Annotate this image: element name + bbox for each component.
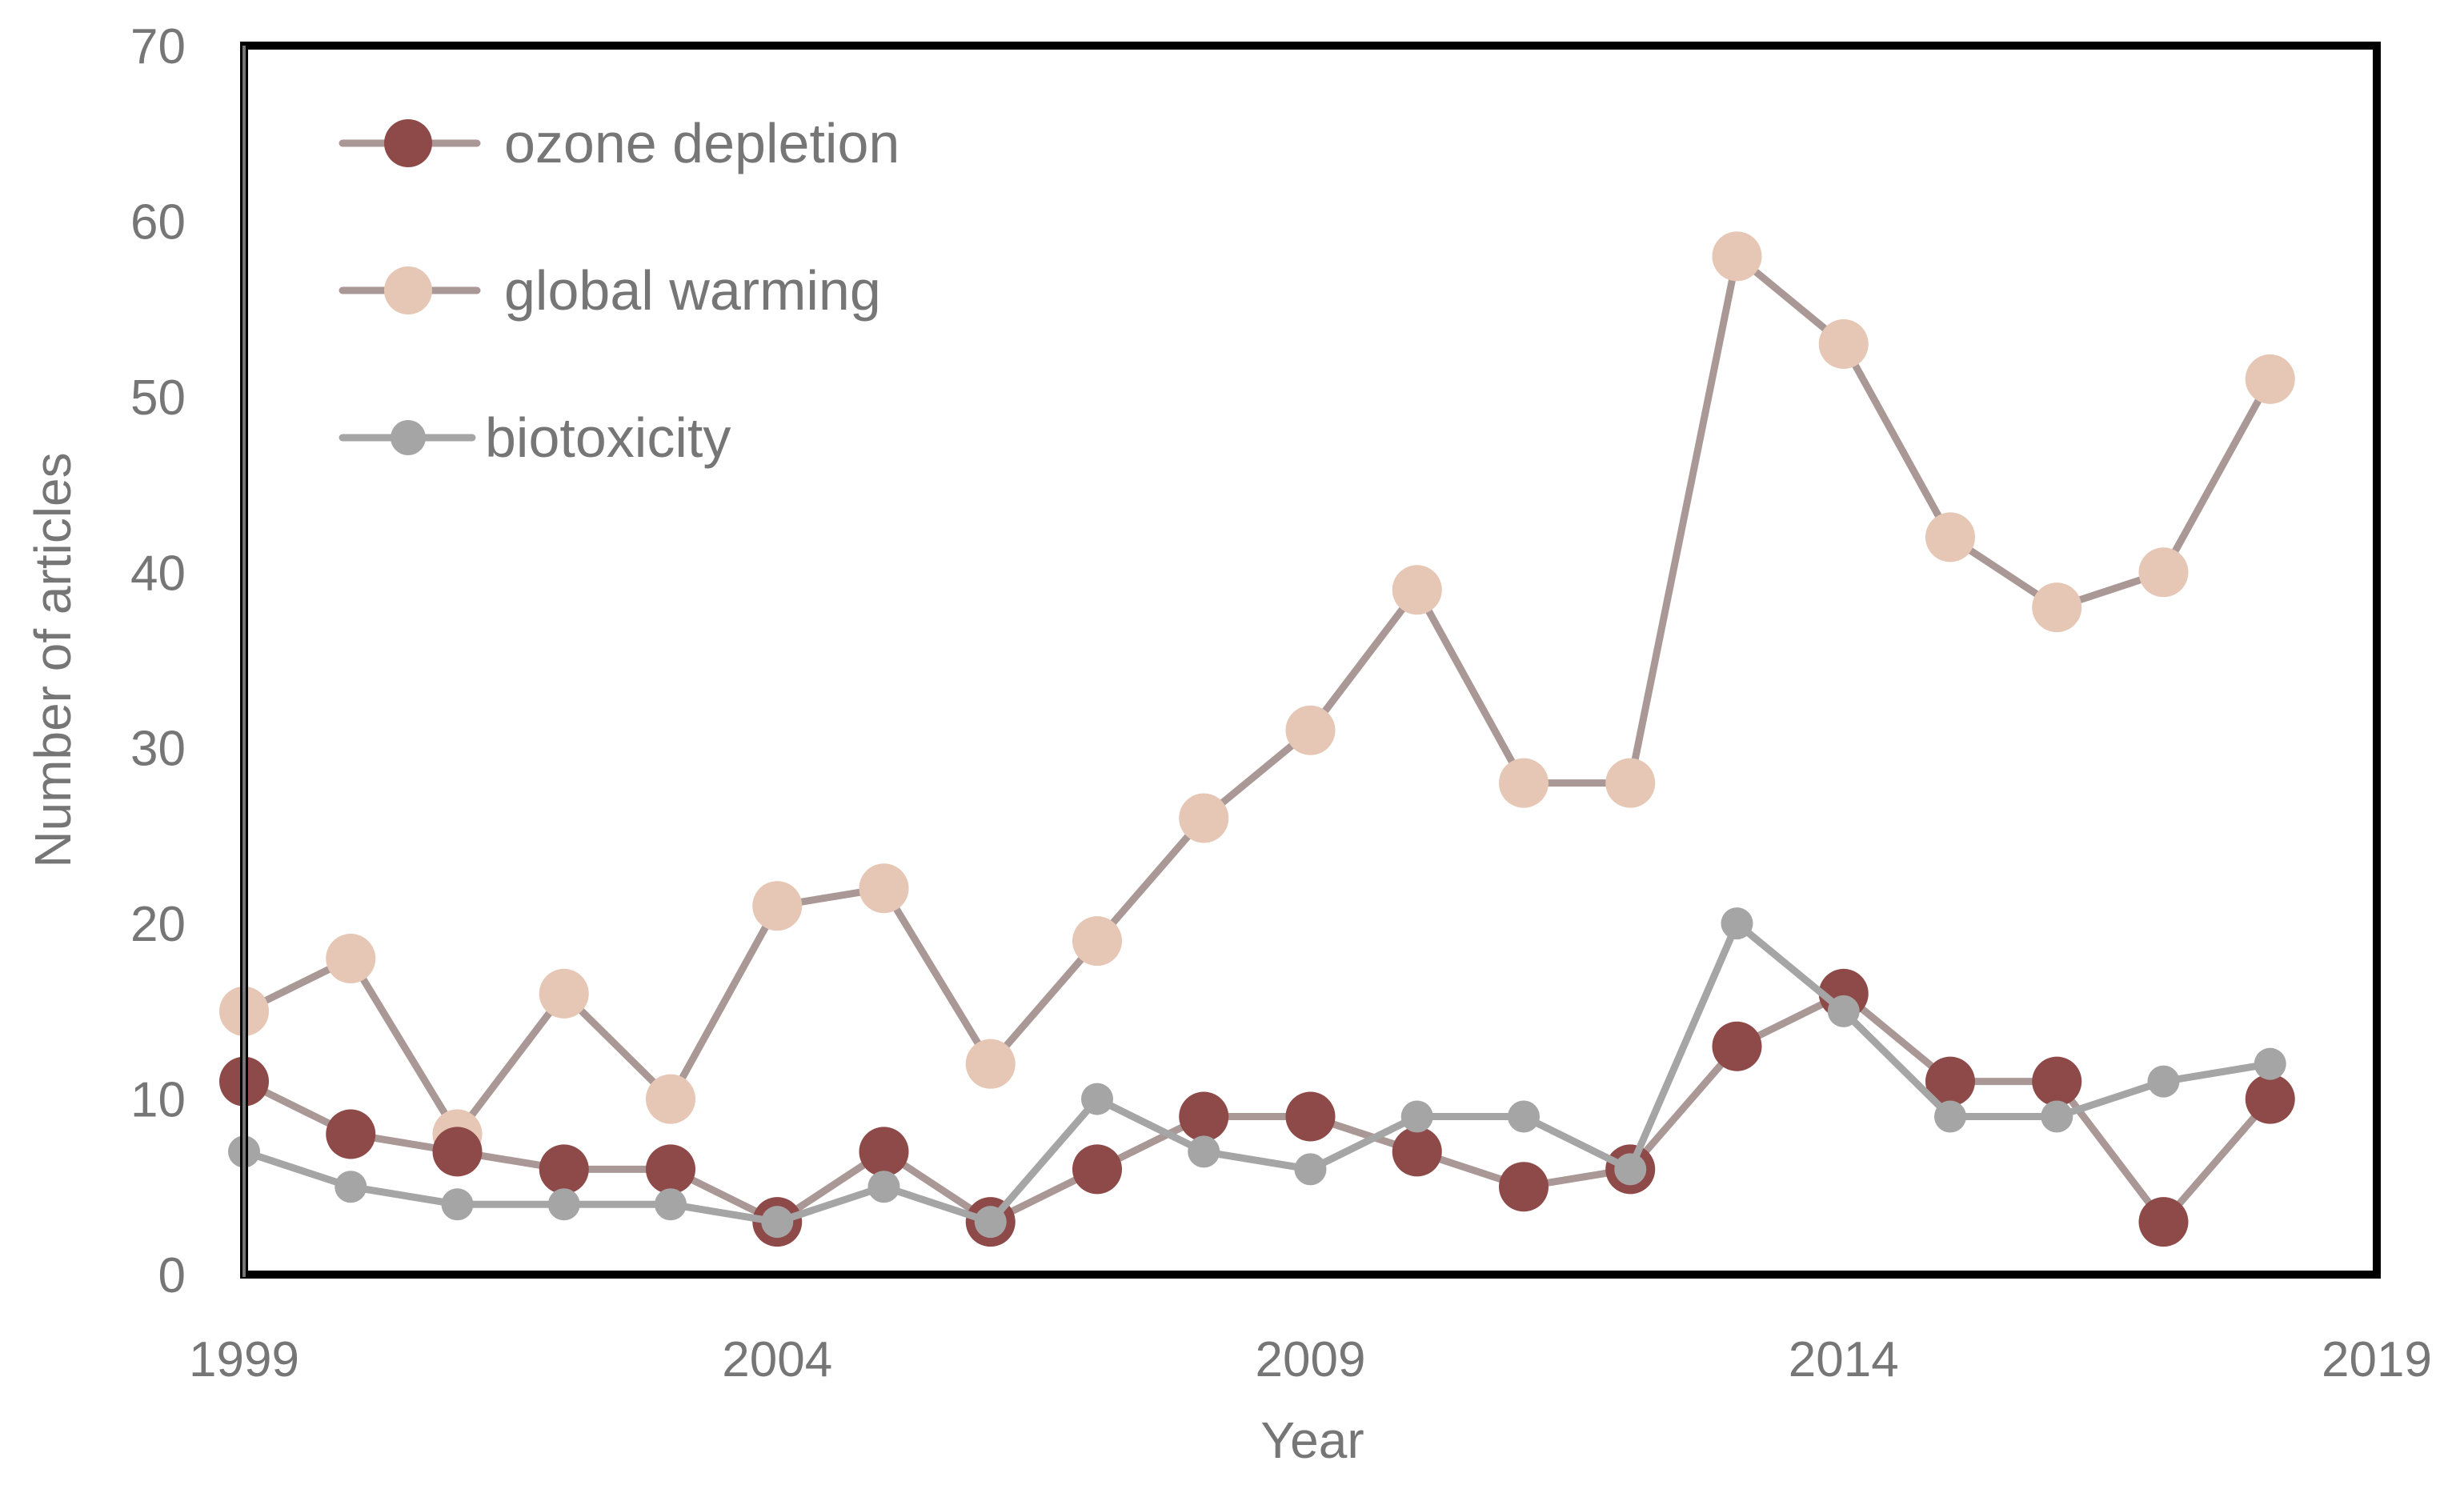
y-tick-label: 50 [130,370,186,426]
x-tick-label: 1999 [189,1332,299,1387]
x-tick-label: 2009 [1256,1332,1366,1387]
y-tick-label: 0 [158,1248,186,1303]
data-point-ozone-depletion [646,1144,695,1195]
data-point-ozone-depletion [1499,1162,1549,1212]
data-point-biotoxicity [761,1206,794,1239]
data-point-ozone-depletion [2138,1197,2189,1247]
data-point-global-warming [1499,758,1549,808]
data-point-biotoxicity [441,1188,474,1221]
data-point-global-warming [2138,547,2189,598]
legend-item-biotoxicity: biotoxicity [339,406,731,469]
y-axis-title: Number of articles [24,452,82,867]
legend-marker [391,420,426,455]
data-point-biotoxicity [1294,1153,1327,1186]
series-line-biotoxicity [242,919,2271,1226]
data-point-biotoxicity [1081,1083,1113,1115]
data-point-global-warming [1179,793,1229,843]
data-point-biotoxicity [974,1206,1007,1239]
legend-marker [384,119,432,167]
data-point-biotoxicity [1188,1135,1220,1168]
data-point-global-warming [539,968,589,1019]
series-layer [219,231,2295,1247]
series-ozone-depletion [219,968,2295,1247]
legend-label: biotoxicity [485,406,731,469]
data-point-biotoxicity [2254,1047,2286,1080]
legend-item-ozone-depletion: ozone depletion [339,112,899,174]
data-point-biotoxicity [655,1188,687,1221]
data-point-ozone-depletion [1925,1056,1975,1107]
data-point-ozone-depletion [2032,1056,2082,1107]
data-point-ozone-depletion [1179,1091,1229,1142]
data-point-biotoxicity [547,1188,580,1221]
x-axis-title: Year [1260,1411,1364,1469]
x-tick-label: 2004 [722,1332,832,1387]
data-point-biotoxicity [1934,1100,1966,1133]
legend-label: ozone depletion [504,112,899,174]
data-point-ozone-depletion [539,1144,589,1195]
data-point-global-warming [1818,319,1869,370]
data-point-biotoxicity [2041,1100,2073,1133]
y-tick-label: 20 [130,897,186,952]
data-point-ozone-depletion [1285,1091,1336,1142]
x-tick-labels: 1999 2004 2009 2014 2019 [189,1332,2432,1387]
data-point-global-warming [1925,512,1975,562]
data-point-global-warming [1605,758,1656,808]
y-tick-label: 60 [130,194,186,250]
data-point-biotoxicity [1400,1100,1433,1133]
data-point-global-warming [2245,354,2295,404]
data-point-global-warming [1392,565,1442,615]
y-tick-labels: 0 10 20 30 40 50 60 70 [130,19,186,1303]
legend: ozone depletion global warming biotoxicity [339,112,899,469]
legend-item-global-warming: global warming [339,259,881,322]
data-point-ozone-depletion [2245,1074,2295,1124]
data-point-ozone-depletion [326,1109,376,1159]
series-global-warming [219,231,2295,1159]
data-point-ozone-depletion [432,1127,483,1177]
data-point-global-warming [1712,231,1762,282]
data-point-global-warming [1072,916,1122,967]
data-point-global-warming [752,881,803,931]
y-tick-label: 10 [130,1073,186,1128]
data-point-global-warming [965,1039,1016,1089]
data-point-global-warming [326,934,376,984]
legend-label: global warming [504,259,881,322]
data-point-biotoxicity [1614,1153,1647,1186]
x-tick-label: 2019 [2322,1332,2432,1387]
data-point-biotoxicity [335,1171,367,1203]
data-point-ozone-depletion [1072,1144,1122,1195]
data-point-global-warming [2032,582,2082,633]
y-tick-label: 40 [130,546,186,601]
data-point-global-warming [646,1074,695,1124]
x-tick-label: 2014 [1789,1332,1899,1387]
data-point-biotoxicity [1827,995,1860,1027]
legend-marker [384,266,432,314]
data-point-global-warming [1285,705,1336,755]
y-tick-label: 70 [130,19,186,74]
data-point-ozone-depletion [1392,1127,1442,1177]
y-tick-label: 30 [130,722,186,777]
data-point-biotoxicity [867,1171,900,1203]
data-point-ozone-depletion [859,1127,909,1177]
data-point-biotoxicity [2147,1065,2180,1098]
data-point-ozone-depletion [1712,1021,1762,1071]
data-point-global-warming [859,863,909,914]
series-line-global-warming [242,252,2274,1138]
data-point-biotoxicity [1721,907,1753,940]
series-biotoxicity [228,907,2286,1239]
data-point-biotoxicity [1508,1100,1540,1133]
